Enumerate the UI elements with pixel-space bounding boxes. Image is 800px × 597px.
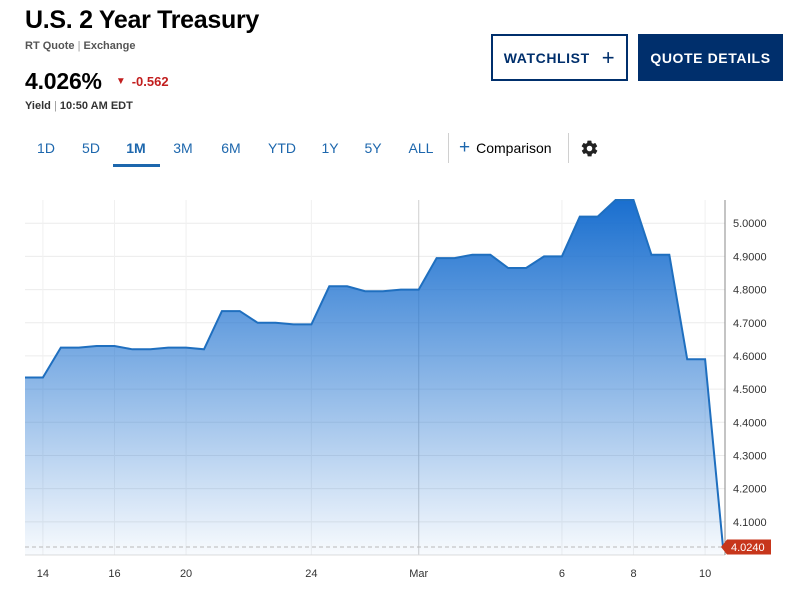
yield-time: Yield | 10:50 AM EDT: [25, 100, 133, 112]
tab-1m[interactable]: 1M: [126, 140, 146, 156]
quote-source: RT Quote | Exchange: [25, 40, 135, 52]
plus-icon: +: [601, 44, 616, 70]
y-tick-label: 4.8000: [733, 285, 767, 297]
chart-area-fill: [25, 200, 723, 555]
divider: [568, 133, 569, 163]
comparison-label: Comparison: [476, 139, 552, 156]
last-value-label: 4.0240: [731, 542, 765, 554]
x-axis: 14 16 20 24 Mar 6 8 10: [37, 568, 711, 580]
exchange-label: Exchange: [83, 40, 136, 52]
x-tick-label: 8: [630, 568, 636, 580]
tab-5y[interactable]: 5Y: [364, 140, 382, 156]
quote-time: 10:50 AM EDT: [59, 100, 133, 112]
last-price: 4.026%: [25, 68, 102, 94]
tab-all[interactable]: ALL: [408, 140, 434, 156]
tab-1y[interactable]: 1Y: [321, 140, 339, 156]
quote-details-label: QUOTE DETAILS: [650, 49, 771, 66]
x-tick-label: 6: [559, 568, 565, 580]
y-tick-label: 4.5000: [733, 384, 767, 396]
yield-label: Yield: [25, 100, 51, 112]
chart-line-series: [25, 199, 724, 548]
x-tick-label: Mar: [409, 568, 428, 580]
x-tick-label: 16: [108, 568, 120, 580]
y-tick-label: 4.3000: [733, 450, 767, 462]
y-tick-label: 4.4000: [733, 417, 767, 429]
y-tick-label: 5.0000: [733, 218, 767, 230]
y-axis: 4.1000 4.2000 4.3000 4.4000 4.5000 4.6000 4.70…: [733, 218, 767, 529]
tab-3m[interactable]: 3M: [173, 140, 193, 156]
yield-chart[interactable]: 4.1000 4.2000 4.3000 4.4000 4.5000 4.6000 4.70…: [0, 190, 800, 590]
tab-ytd[interactable]: YTD: [268, 140, 296, 156]
watchlist-label: WATCHLIST: [503, 49, 590, 66]
page-title: U.S. 2 Year Treasury: [25, 6, 259, 34]
tab-6m[interactable]: 6M: [221, 140, 241, 156]
active-tab-indicator: [113, 164, 160, 167]
watchlist-button[interactable]: WATCHLIST +: [491, 34, 628, 81]
y-tick-label: 4.7000: [733, 318, 767, 330]
down-triangle-icon: ▼: [115, 76, 126, 87]
price-change: ▼ -0.562: [116, 74, 169, 89]
x-tick-label: 10: [699, 568, 711, 580]
y-tick-label: 4.2000: [733, 484, 767, 496]
divider: [448, 133, 449, 163]
separator: |: [53, 100, 57, 112]
x-tick-label: 14: [37, 568, 49, 580]
comparison-button[interactable]: + Comparison: [459, 138, 552, 157]
y-tick-label: 4.6000: [733, 351, 767, 363]
x-tick-label: 20: [180, 568, 192, 580]
separator: |: [77, 40, 81, 52]
quote-type: RT Quote: [25, 40, 75, 52]
last-value-badge: 4.0240: [721, 539, 771, 555]
price-row: 4.026% ▼ -0.562: [25, 68, 169, 95]
change-value: -0.562: [131, 74, 169, 89]
gear-icon[interactable]: [580, 139, 599, 158]
y-tick-label: 4.9000: [733, 251, 767, 263]
x-tick-label: 24: [305, 568, 317, 580]
y-tick-label: 4.1000: [733, 517, 767, 529]
tab-5d[interactable]: 5D: [82, 140, 100, 156]
quote-details-button[interactable]: QUOTE DETAILS: [638, 34, 783, 81]
tab-1d[interactable]: 1D: [37, 140, 55, 156]
plus-icon: +: [459, 137, 471, 158]
